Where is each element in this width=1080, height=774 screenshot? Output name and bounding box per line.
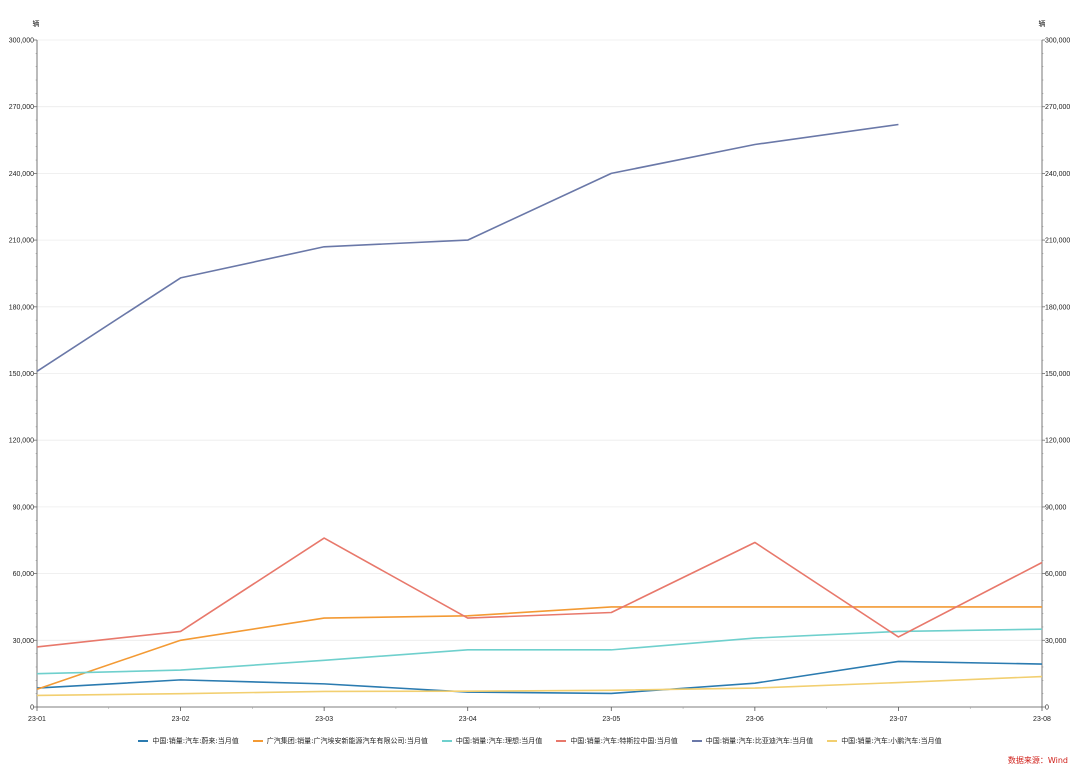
y-tick-label-left: 240,000 [9, 171, 34, 178]
legend-label: 中国:销量:汽车:比亚迪汽车:当月值 [705, 737, 814, 745]
y-tick-label-left: 0 [30, 705, 34, 712]
y-tick-label-left: 30,000 [13, 638, 35, 645]
legend-label: 广汽集团:销量:广汽埃安新能源汽车有限公司:当月值 [266, 737, 428, 745]
legend-swatch [138, 740, 149, 742]
legend-swatch [441, 740, 452, 742]
y-tick-label-left: 150,000 [9, 371, 34, 378]
y-tick-label-right: 120,000 [1045, 438, 1070, 445]
x-tick-label: 23-01 [28, 716, 46, 723]
axes [34, 39, 1045, 711]
legend-label: 中国:销量:汽车:特斯拉中国:当月值 [570, 737, 678, 745]
y-tick-label-left: 270,000 [9, 104, 34, 111]
legend-swatch [556, 740, 567, 742]
y-axis-right-ticks: 0 30,000 60,000 90,000 120,000 150,000 180,000… [1045, 38, 1070, 712]
legend-swatch [691, 740, 702, 742]
y-tick-label-right: 60,000 [1045, 571, 1067, 578]
y-tick-label-left: 90,000 [13, 504, 35, 511]
legend-label: 中国:销量:汽车:理想:当月值 [455, 737, 543, 745]
x-tick-label: 23-04 [459, 716, 477, 723]
gridlines [37, 39, 1042, 641]
x-tick-label: 23-08 [1033, 716, 1051, 723]
legend-label: 中国:销量:汽车:蔚来:当月值 [152, 737, 239, 745]
series-lines [36, 123, 1043, 697]
x-tick-label: 23-02 [172, 716, 190, 723]
x-tick-label: 23-06 [746, 716, 764, 723]
legend-label: 中国:销量:汽车:小鹏汽车:当月值 [841, 737, 942, 745]
legend-item: 中国:销量:汽车:特斯拉中国:当月值 [556, 736, 678, 746]
series-line-6 [36, 675, 1043, 697]
legend-item: 中国:销量:汽车:理想:当月值 [441, 736, 543, 746]
legend-item: 中国:销量:汽车:蔚来:当月值 [138, 736, 239, 746]
y-tick-label-right: 90,000 [1045, 504, 1067, 511]
legend-item: 广汽集团:销量:广汽埃安新能源汽车有限公司:当月值 [252, 736, 428, 746]
y-tick-label-right: 210,000 [1045, 238, 1070, 245]
y-tick-label-right: 300,000 [1045, 38, 1070, 45]
y-tick-label-right: 180,000 [1045, 304, 1070, 311]
y-tick-label-right: 240,000 [1045, 171, 1070, 178]
legend-swatch [827, 740, 838, 742]
x-tick-label: 23-07 [889, 716, 907, 723]
series-line-2 [36, 606, 1042, 690]
legend: 中国:销量:汽车:蔚来:当月值 广汽集团:销量:广汽埃安新能源汽车有限公司:当月值… [0, 736, 1080, 746]
y-tick-label-left: 300,000 [9, 38, 34, 45]
series-line-4 [36, 537, 1043, 648]
y-tick-label-left: 180,000 [9, 304, 34, 311]
y-axis-left-ticks: 0 30,000 60,000 90,000 120,000 150,000 180,000… [9, 38, 34, 712]
series-line-3 [36, 628, 1043, 675]
series-line-5 [36, 123, 899, 372]
y-axis-unit-left: 辆 [33, 19, 40, 28]
y-tick-label-right: 30,000 [1045, 638, 1067, 645]
y-tick-label-right: 150,000 [1045, 371, 1070, 378]
y-tick-label-left: 120,000 [9, 438, 34, 445]
source-note: 数据来源：Wind [1007, 756, 1068, 765]
y-tick-label-right: 270,000 [1045, 104, 1070, 111]
x-tick-label: 23-05 [602, 716, 620, 723]
y-tick-label-left: 210,000 [9, 238, 34, 245]
y-tick-label-left: 60,000 [13, 571, 35, 578]
legend-item: 中国:销量:汽车:比亚迪汽车:当月值 [691, 736, 814, 746]
legend-swatch [252, 740, 263, 742]
series-line-1 [36, 660, 1043, 695]
y-axis-unit-right: 辆 [1039, 19, 1046, 28]
legend-item: 中国:销量:汽车:小鹏汽车:当月值 [827, 736, 942, 746]
y-tick-label-right: 0 [1045, 705, 1049, 712]
x-axis-ticks: 23-01 23-02 23-03 23-04 23-05 23-06 23-07 23-08 [28, 716, 1051, 723]
x-tick-label: 23-03 [315, 716, 333, 723]
